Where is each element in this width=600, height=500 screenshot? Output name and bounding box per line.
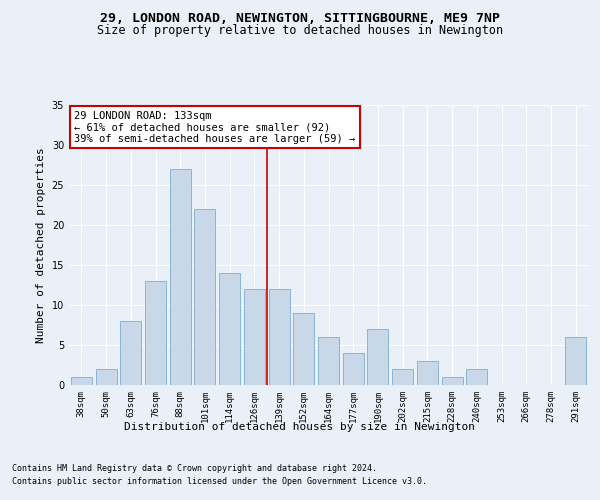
Bar (442, 377, 463, 385)
Bar (170, 169, 191, 385)
Bar (194, 209, 215, 385)
Text: Size of property relative to detached houses in Newington: Size of property relative to detached ho… (97, 24, 503, 37)
Bar (466, 369, 487, 385)
Bar (120, 321, 141, 385)
Text: 29, LONDON ROAD, NEWINGTON, SITTINGBOURNE, ME9 7NP: 29, LONDON ROAD, NEWINGTON, SITTINGBOURN… (100, 12, 500, 26)
Bar (293, 313, 314, 385)
Text: Contains public sector information licensed under the Open Government Licence v3: Contains public sector information licen… (12, 477, 427, 486)
Bar (71, 377, 92, 385)
Bar (269, 289, 290, 385)
Bar (318, 337, 339, 385)
Bar (417, 361, 438, 385)
Bar (392, 369, 413, 385)
Text: Distribution of detached houses by size in Newington: Distribution of detached houses by size … (125, 422, 476, 432)
Bar (145, 281, 166, 385)
Bar (244, 289, 265, 385)
Text: Contains HM Land Registry data © Crown copyright and database right 2024.: Contains HM Land Registry data © Crown c… (12, 464, 377, 473)
Bar (95, 369, 116, 385)
Bar (367, 329, 388, 385)
Bar (219, 273, 240, 385)
Bar (343, 353, 364, 385)
Bar (565, 337, 586, 385)
Text: 29 LONDON ROAD: 133sqm
← 61% of detached houses are smaller (92)
39% of semi-det: 29 LONDON ROAD: 133sqm ← 61% of detached… (74, 110, 355, 144)
Y-axis label: Number of detached properties: Number of detached properties (36, 147, 46, 343)
